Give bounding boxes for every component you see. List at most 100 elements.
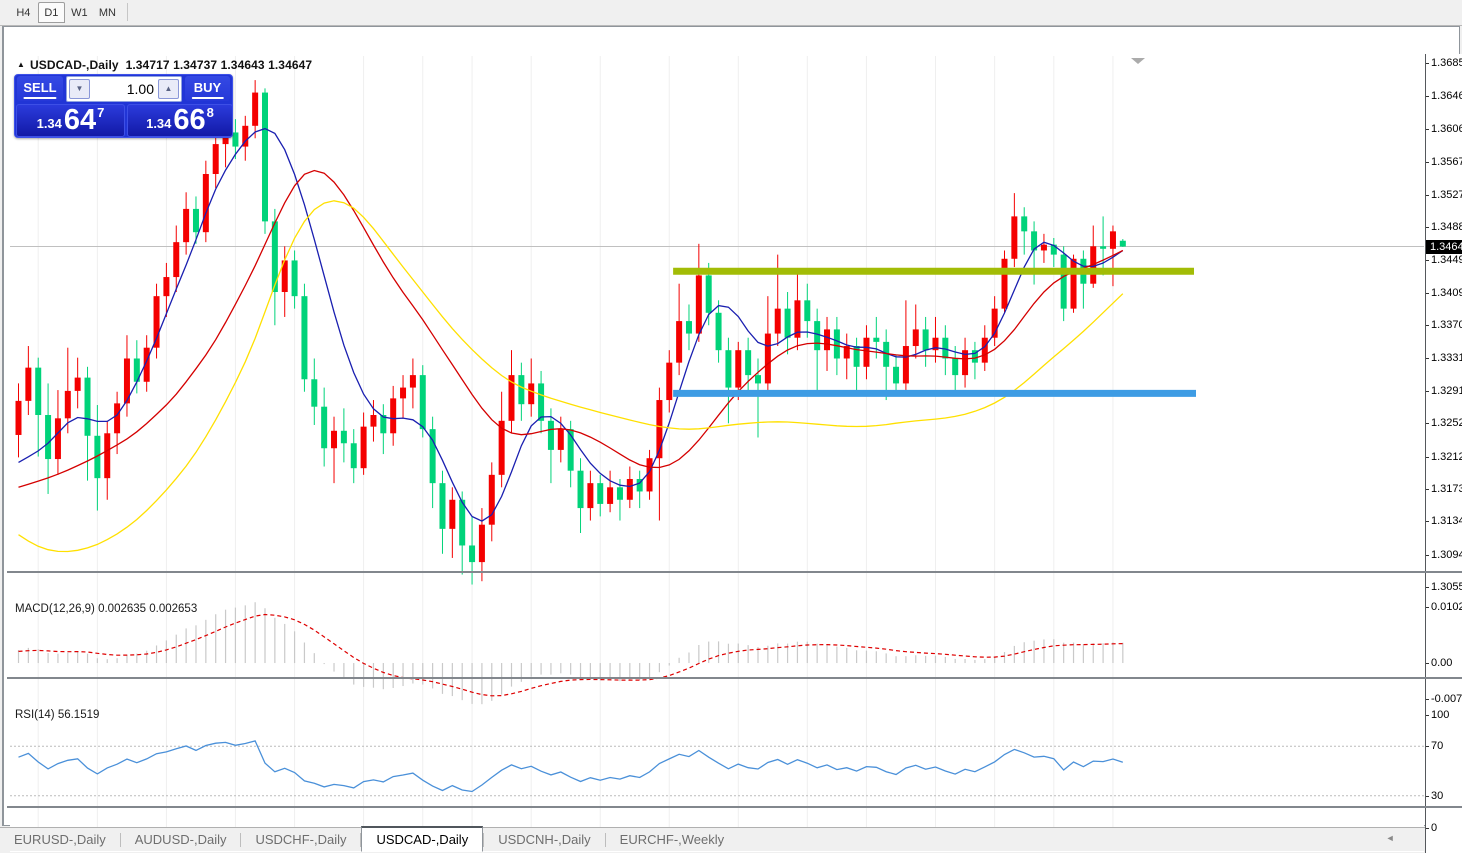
candle <box>25 367 32 401</box>
sell-button[interactable]: SELL <box>17 76 63 101</box>
collapse-icon[interactable]: ▲ <box>17 60 26 69</box>
timeframe-tab-w1[interactable]: W1 <box>71 7 88 19</box>
candle <box>804 300 811 322</box>
price-chart-canvas[interactable] <box>10 56 1424 833</box>
volume-increase-button[interactable]: ▲ <box>158 79 179 99</box>
candle <box>597 483 604 504</box>
candle <box>409 375 416 388</box>
candle <box>163 277 170 297</box>
price-axis-label: 1.32910 <box>1426 385 1462 397</box>
price-axis-label: 1.33700 <box>1426 319 1462 331</box>
chart-tab-bar: EURUSD-,Daily AUDUSD-,Daily USDCHF-,Daily U… <box>0 826 1462 852</box>
pane-separator[interactable] <box>7 677 1462 679</box>
price-axis-label: 1.36460 <box>1426 90 1462 102</box>
candle <box>1100 246 1107 249</box>
candle <box>824 329 831 351</box>
candle <box>912 329 919 347</box>
macd-indicator-label: MACD(12,26,9) 0.002635 0.002653 <box>15 603 198 615</box>
chart-ohlc-values: 1.34717 1.34737 1.34643 1.34647 <box>125 58 313 72</box>
candle <box>981 337 988 363</box>
candle <box>94 435 101 479</box>
sell-price-display[interactable]: 1.34 64 7 <box>16 104 125 137</box>
candle <box>331 430 338 449</box>
candle <box>567 429 574 471</box>
candle <box>1070 258 1077 309</box>
candle <box>380 415 387 434</box>
macd-axis-label: 0.010229 <box>1426 601 1462 613</box>
timeframe-tab-d1[interactable]: D1 <box>37 2 65 23</box>
buy-button[interactable]: BUY <box>185 76 230 101</box>
candle <box>212 144 219 175</box>
candle <box>1040 244 1047 251</box>
candle <box>676 321 683 363</box>
candle <box>173 242 180 278</box>
ma-fast-line <box>18 127 1124 522</box>
candle <box>755 375 761 384</box>
candle <box>478 524 485 563</box>
price-axis-label: 1.32520 <box>1426 417 1462 429</box>
candle <box>1011 216 1018 259</box>
tab-divider <box>483 832 485 847</box>
candle <box>814 321 821 351</box>
rsi-axis-label: 30 <box>1425 789 1444 802</box>
toolbar-separator <box>127 2 128 21</box>
pane-separator[interactable] <box>7 806 1462 808</box>
buy-price-display[interactable]: 1.34 66 8 <box>127 104 233 137</box>
candle <box>311 379 318 407</box>
candle <box>459 499 466 546</box>
tab-scroll-arrows[interactable]: ◄ ► <box>1385 833 1448 843</box>
timeframe-tab-mn[interactable]: MN <box>98 7 116 19</box>
candle <box>35 367 42 416</box>
price-axis[interactable]: 1.36850 1.36460 1.36060 1.35670 1.35270 1.348… <box>1425 54 1462 853</box>
candle <box>340 430 347 444</box>
candle <box>636 478 643 492</box>
candle <box>123 358 130 404</box>
volume-input[interactable]: 1.00 <box>126 81 154 97</box>
candle <box>1001 258 1008 309</box>
candle <box>54 418 61 460</box>
candle <box>321 406 328 449</box>
symbol-tab-eurusd[interactable]: EURUSD-,Daily <box>14 832 106 847</box>
candle <box>646 458 653 492</box>
candle <box>488 474 495 525</box>
symbol-tab-usdchf[interactable]: USDCHF-,Daily <box>255 832 347 847</box>
candle <box>518 375 525 405</box>
volume-decrease-button[interactable]: ▼ <box>69 79 90 99</box>
candle <box>133 358 140 382</box>
symbol-tab-usdcnh[interactable]: USDCNH-,Daily <box>498 832 591 847</box>
timeframe-tab-h4[interactable]: H4 <box>16 7 31 19</box>
candle <box>745 350 752 376</box>
tab-divider <box>240 832 242 847</box>
candle <box>893 366 900 384</box>
pane-separator[interactable] <box>7 571 1462 573</box>
candle <box>833 329 840 359</box>
macd-histogram <box>17 602 1124 705</box>
candle <box>271 221 278 293</box>
macd-signal-line <box>18 613 1123 697</box>
candle <box>1109 231 1116 249</box>
candle <box>774 308 781 334</box>
candle <box>883 341 890 367</box>
symbol-tab-audusd[interactable]: AUDUSD-,Daily <box>134 832 227 847</box>
price-axis-label: 1.36060 <box>1426 123 1462 135</box>
candle <box>705 275 712 313</box>
price-axis-label: 1.30940 <box>1426 549 1462 561</box>
price-axis-label: 1.31340 <box>1426 515 1462 527</box>
chart-title: ▲ USDCAD-,Daily 1.34717 1.34737 1.34643 1… <box>17 58 312 72</box>
symbol-tab-eurchf[interactable]: EURCHF-,Weekly <box>619 832 725 847</box>
candle <box>715 312 722 351</box>
candle <box>291 260 298 297</box>
candle <box>538 383 545 421</box>
candle <box>508 375 515 421</box>
candle <box>794 300 801 338</box>
candle <box>232 132 239 147</box>
candle <box>626 478 633 500</box>
macd-axis-label: 0.00 <box>1425 657 1453 670</box>
symbol-tab-usdcad[interactable]: USDCAD-,Daily <box>361 826 484 852</box>
candle <box>1031 231 1038 251</box>
candle <box>64 390 71 419</box>
candle <box>528 383 535 405</box>
timeframe-toolbar: H4 D1 W1 MN <box>0 0 1462 26</box>
candle <box>262 92 268 222</box>
ma-slow-line <box>18 200 1124 553</box>
